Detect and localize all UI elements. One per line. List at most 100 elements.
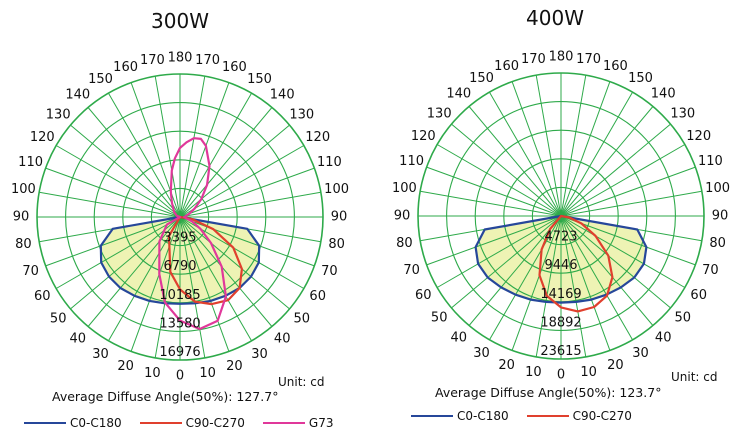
angle-tick-label: 110 [698, 154, 723, 169]
angle-tick-label: 120 [305, 130, 330, 145]
unit-label: Unit: cd [671, 370, 718, 384]
grid-spoke [560, 91, 633, 217]
legend-item-g73: G73 [262, 416, 333, 430]
angle-tick-label: 0 [557, 368, 565, 383]
angle-tick-label: 40 [274, 331, 291, 346]
grid-spoke [468, 106, 562, 217]
legend: C0-C180 C90-C270 G73 [24, 416, 351, 430]
grid-spoke [489, 91, 562, 217]
radial-tick-label: 9446 [544, 258, 577, 273]
angle-tick-label: 140 [446, 87, 471, 102]
radial-tick-label: 18892 [540, 315, 581, 330]
angle-tick-label: 60 [415, 288, 432, 303]
legend-swatch [139, 422, 182, 424]
angle-tick-label: 130 [427, 106, 452, 121]
radial-tick-label: 10185 [159, 288, 200, 303]
angle-tick-label: 30 [251, 347, 268, 362]
angle-tick-label: 110 [399, 154, 424, 169]
angle-tick-label: 80 [328, 237, 345, 252]
grid-spoke [154, 76, 181, 218]
grid-spoke [70, 124, 181, 218]
angle-tick-label: 90 [712, 209, 729, 224]
grid-spoke [560, 215, 587, 357]
angle-tick-label: 180 [549, 50, 574, 65]
angle-tick-label: 10 [580, 365, 597, 380]
legend-label: C0-C180 [457, 409, 509, 423]
angle-tick-label: 160 [222, 60, 247, 75]
grid-spoke [511, 81, 562, 217]
grid-spoke [39, 191, 181, 218]
grid-spoke [436, 215, 562, 288]
angle-tick-label: 30 [92, 347, 109, 362]
angle-tick-label: 170 [521, 52, 546, 67]
grid-spoke [179, 145, 305, 218]
angle-tick-label: 40 [655, 330, 672, 345]
grid-spoke [55, 216, 181, 289]
angle-tick-label: 60 [690, 288, 707, 303]
angle-tick-label: 50 [50, 312, 67, 327]
angle-tick-label: 150 [88, 72, 113, 87]
angle-tick-label: 10 [525, 365, 542, 380]
angle-tick-label: 20 [226, 359, 243, 374]
grid-spoke [535, 215, 562, 357]
angle-tick-label: 170 [140, 53, 165, 68]
angle-tick-label: 40 [70, 331, 87, 346]
angle-tick-label: 80 [15, 237, 32, 252]
grid-spoke [451, 123, 562, 217]
grid-spoke [154, 216, 181, 358]
angle-tick-label: 130 [289, 107, 314, 122]
angle-tick-label: 80 [396, 236, 413, 251]
grid-spoke [560, 190, 702, 217]
angle-tick-label: 170 [576, 52, 601, 67]
angle-tick-label: 160 [113, 60, 138, 75]
grid-spoke [489, 215, 562, 341]
angle-tick-label: 120 [30, 130, 55, 145]
angle-tick-label: 70 [22, 264, 39, 279]
grid-spoke [560, 81, 611, 217]
angle-tick-label: 70 [321, 264, 338, 279]
grid-spoke [560, 215, 611, 351]
chart-panel-300w: 300W 180 170 170 160 160 150 150 140 140 130 130 12… [0, 0, 367, 430]
grid-spoke [426, 215, 562, 266]
grid-spoke [108, 92, 181, 218]
chart-title: 400W [526, 6, 584, 30]
average-diffuse-angle: Average Diffuse Angle(50%): 123.7° [435, 385, 662, 400]
grid-spoke [560, 215, 654, 326]
angle-tick-label: 110 [18, 155, 43, 170]
legend-label: C90-C270 [572, 409, 632, 423]
grid-spoke [179, 107, 273, 218]
angle-tick-label: 100 [324, 182, 349, 197]
grid-spoke [560, 144, 686, 217]
grid-spoke [560, 123, 671, 217]
angle-tick-label: 50 [294, 312, 311, 327]
grid-spoke [535, 75, 562, 217]
legend-swatch [24, 422, 66, 424]
grid-spoke [179, 167, 315, 218]
angle-tick-label: 60 [34, 289, 51, 304]
grid-spoke [468, 215, 562, 326]
grid-spoke [179, 76, 206, 218]
legend: C0-C180 C90-C270 [411, 409, 650, 423]
series-line-c90-c270 [538, 214, 614, 313]
angle-tick-label: 60 [309, 289, 326, 304]
grid-spoke [87, 107, 181, 218]
series-line-g73 [158, 137, 227, 331]
angle-tick-label: 90 [13, 210, 30, 225]
legend-swatch [526, 415, 569, 417]
grid-spoke [179, 216, 252, 342]
chart-panel-400w: 400W 180 170 170 160 160 150 150 140 140 130 130 12… [367, 0, 734, 429]
angle-tick-label: 120 [411, 129, 436, 144]
grid-spoke [179, 216, 230, 352]
angle-tick-label: 90 [394, 209, 411, 224]
grid-spoke [436, 144, 562, 217]
grid-spoke [560, 166, 696, 217]
legend-swatch [262, 422, 305, 424]
angle-tick-label: 70 [403, 263, 420, 278]
grid-spoke [560, 75, 587, 217]
grid-spoke [130, 216, 181, 352]
angle-tick-label: 130 [46, 107, 71, 122]
chart-title: 300W [151, 9, 209, 33]
grid-spoke [87, 216, 181, 327]
grid-spoke [179, 216, 206, 358]
grid-spoke [45, 167, 181, 218]
